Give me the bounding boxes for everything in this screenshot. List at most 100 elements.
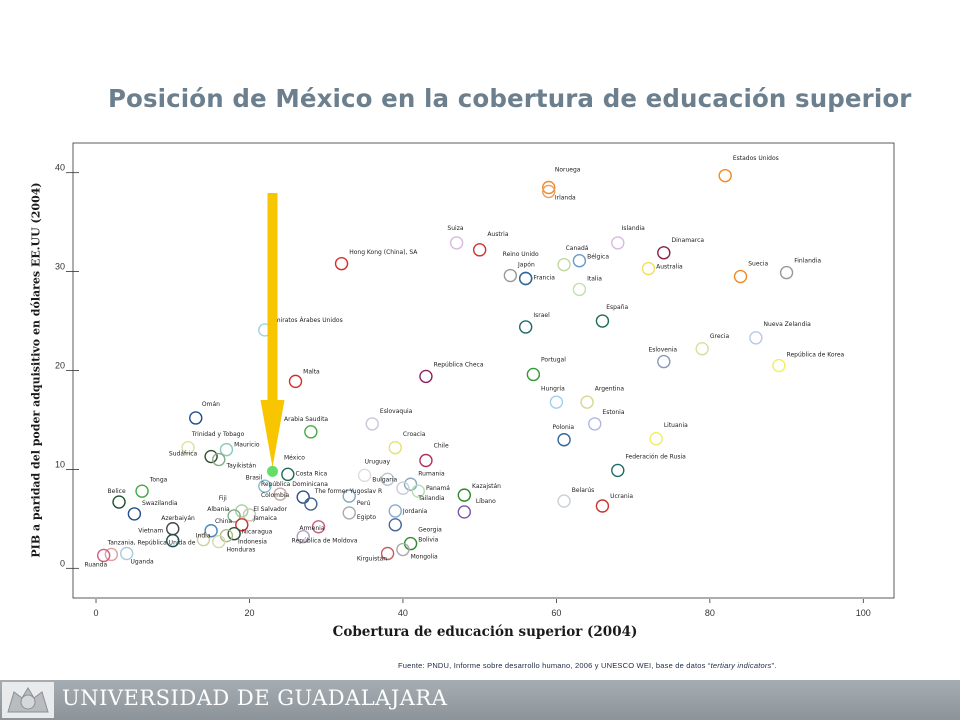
point-label: Swazilandia (142, 500, 178, 507)
point-label: Islandia (622, 225, 646, 232)
point-label: Noruega (555, 167, 581, 174)
data-point (557, 433, 571, 447)
point-label: Bolivia (418, 537, 438, 544)
data-point (611, 463, 625, 478)
source-note: Fuente: PNDU, Informe sobre desarrollo h… (398, 661, 948, 670)
data-point (457, 488, 472, 502)
point-label: Albania (207, 506, 230, 513)
point-label: Irlanda (555, 194, 576, 201)
data-point (396, 481, 410, 495)
point-label: Belice (108, 488, 126, 495)
footer-university-name: UNIVERSIDAD DE GUADALAJARA (62, 686, 448, 710)
y-axis-label: PIB a paridad del poder adquisitivo en d… (29, 182, 43, 558)
data-point (779, 265, 794, 280)
point-label: Costa Rica (296, 470, 328, 477)
data-point (519, 271, 533, 286)
point-label: Nicaragua (242, 529, 273, 536)
data-point (695, 342, 709, 356)
point-label: Fiji (219, 495, 227, 502)
point-label: The former Yugoslav R (314, 488, 382, 495)
data-point (519, 320, 533, 334)
data-point (296, 490, 310, 504)
data-point (549, 395, 564, 409)
data-point (419, 369, 433, 384)
data-point (657, 354, 671, 369)
data-point (472, 243, 487, 257)
point-label: Chile (434, 443, 449, 450)
highlight-arrow-shaft (267, 193, 278, 403)
point-label: Tayikistán (225, 462, 256, 469)
point-label: Hungría (541, 385, 565, 392)
y-tick-label: 20 (55, 361, 65, 371)
data-point (457, 505, 472, 519)
data-point (235, 518, 249, 532)
data-point (649, 432, 663, 446)
mexico-highlight (260, 193, 285, 477)
point-label: Omán (202, 401, 220, 408)
point-label: Austria (487, 231, 509, 238)
data-point (595, 314, 610, 328)
point-label: Grecia (710, 333, 730, 340)
y-tick-label: 0 (60, 558, 65, 568)
data-point (419, 453, 433, 468)
point-label: República de Korea (787, 352, 845, 359)
data-point (227, 509, 241, 523)
point-label: Suiza (447, 225, 463, 232)
data-point (403, 477, 418, 491)
point-labels: Estados Unidos Noruega Irlanda Suiza Austria… (85, 155, 845, 569)
data-point (227, 527, 241, 541)
point-label: Estonia (602, 409, 624, 416)
point-label: Japón (517, 262, 535, 269)
point-label: República Checa (434, 362, 484, 369)
point-label: Malta (303, 368, 320, 375)
data-point (204, 449, 218, 464)
point-label: Armenia (299, 525, 324, 532)
point-label: Mongolia (411, 553, 438, 560)
point-label: Honduras (226, 547, 255, 554)
data-point (196, 532, 211, 547)
point-label: Trinidad y Tobago (191, 431, 245, 438)
point-label: Perú (357, 500, 371, 507)
data-point (557, 257, 571, 272)
data-point (212, 534, 226, 549)
data-point (526, 367, 541, 382)
point-label: Jamaica (252, 515, 277, 522)
point-label: Kazajstán (472, 483, 501, 490)
point-label: Australia (656, 264, 683, 271)
point-label: Portugal (541, 357, 566, 364)
point-label: Kirguistán (357, 555, 387, 562)
data-point (288, 374, 303, 389)
point-label: Canadá (566, 245, 589, 252)
point-label: Uruguay (365, 458, 391, 465)
data-point (388, 504, 402, 518)
point-label: México (284, 455, 305, 462)
data-point (242, 508, 257, 522)
point-label: Panamá (426, 485, 450, 492)
data-point (296, 529, 310, 544)
point-label: Federación de Rusia (625, 454, 686, 461)
data-point (304, 497, 318, 511)
data-point (135, 484, 149, 498)
point-label: Georgia (418, 527, 442, 534)
x-axis-label: Cobertura de educación superior (2004) (332, 624, 638, 640)
point-label: Brasil (246, 474, 263, 481)
point-label: Arabia Saudita (284, 416, 328, 423)
data-point (104, 547, 119, 562)
y-tick-label: 10 (55, 459, 65, 469)
data-point (449, 236, 464, 250)
highlight-arrowhead (260, 400, 285, 468)
data-point (219, 442, 234, 457)
point-label: Hong Kong (China), SA (349, 249, 418, 256)
data-point (396, 542, 410, 557)
data-point (342, 489, 356, 503)
point-label: Eslovenia (648, 347, 677, 354)
slide-title: Posición de México en la cobertura de ed… (108, 84, 912, 113)
data-point (365, 417, 379, 431)
university-seal-icon (2, 682, 54, 718)
data-point (718, 168, 732, 183)
data-point (388, 440, 402, 455)
data-point (580, 395, 594, 409)
point-label: Jordania (402, 508, 428, 515)
data-point (380, 472, 395, 487)
data-point (304, 425, 318, 439)
